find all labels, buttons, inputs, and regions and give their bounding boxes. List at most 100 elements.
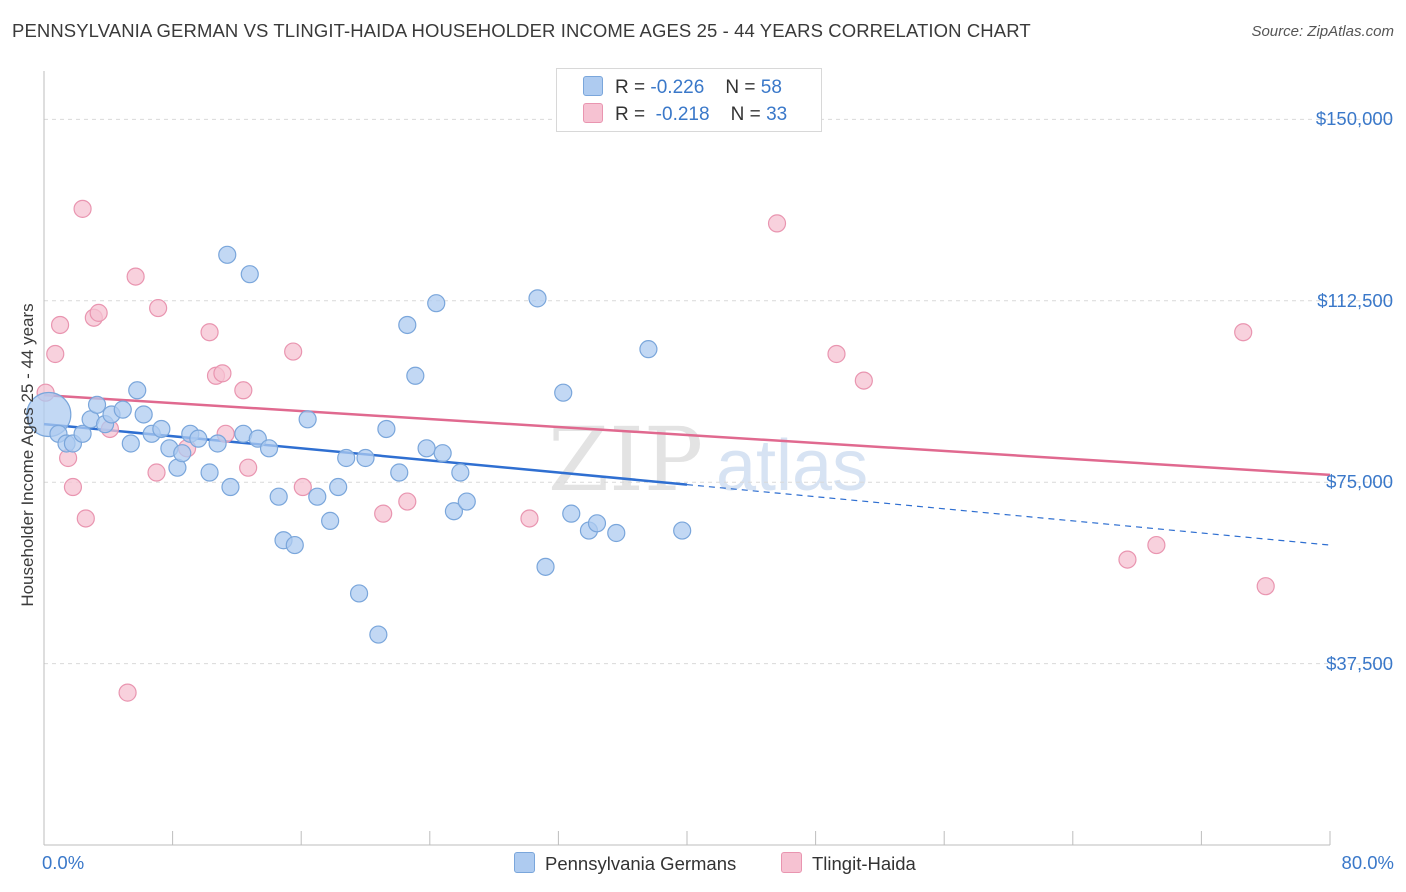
pink-point — [46, 344, 65, 364]
blue-point — [377, 419, 396, 439]
legend-r-value-pink: -0.218 — [655, 104, 710, 125]
bottom-legend-label-blue: Pennsylvania Germans — [545, 853, 737, 874]
zipatlas-watermark: ZIP atlas — [548, 408, 868, 511]
blue-point — [269, 487, 288, 506]
blue-point — [369, 625, 388, 644]
x-tick-right: 80.0% — [1341, 852, 1394, 873]
blue-point — [240, 265, 259, 284]
y-tick-label: $112,500 — [1317, 289, 1393, 311]
blue-point — [321, 511, 340, 530]
blue-point — [457, 492, 476, 511]
data-points — [26, 199, 1275, 702]
chart-title: PENNSYLVANIA GERMAN VS TLINGIT-HAIDA HOU… — [12, 20, 1031, 41]
blue-point — [398, 315, 417, 335]
bottom-legend-swatch-blue — [514, 852, 535, 873]
blue-point — [562, 504, 581, 523]
blue-point — [329, 477, 348, 497]
blue-point — [121, 434, 140, 453]
blue-point — [639, 340, 658, 359]
pink-point — [200, 323, 219, 342]
blue-point — [587, 514, 607, 533]
pink-point — [76, 509, 95, 528]
blue-point — [433, 444, 452, 463]
blue-point — [221, 477, 240, 497]
pink-point — [63, 477, 83, 497]
legend-n-value-pink: 33 — [766, 104, 788, 125]
blue-point — [285, 535, 304, 555]
blue-point — [208, 434, 227, 453]
trendline-blue-projection — [686, 484, 1331, 546]
pink-point — [73, 199, 92, 218]
pink-point — [50, 315, 70, 335]
pink-point — [767, 214, 787, 233]
blue-point — [87, 395, 107, 414]
blue-point — [406, 366, 425, 385]
pink-point — [149, 298, 168, 318]
pink-point — [89, 303, 108, 322]
blue-point — [444, 502, 464, 521]
watermark-zip: ZIP — [548, 408, 703, 511]
blue-point — [451, 463, 470, 482]
y-tick-label: $150,000 — [1315, 108, 1393, 130]
pink-point — [827, 344, 846, 364]
y-tick-label: $75,000 — [1326, 471, 1393, 493]
pink-point — [284, 342, 303, 361]
blue-point — [356, 448, 375, 468]
blue-point — [113, 400, 132, 419]
legend-r-label-blue: R = — [615, 77, 646, 98]
blue-point — [349, 584, 369, 603]
legend-n-value-blue: 58 — [760, 77, 782, 98]
pink-point — [1256, 577, 1275, 596]
bottom-legend-swatch-pink — [781, 852, 802, 873]
axes — [43, 71, 1331, 846]
bottom-legend-pink: Tlingit-Haida — [781, 852, 916, 875]
pink-point — [1147, 535, 1166, 555]
legend-r-label-pink: R = — [615, 104, 646, 125]
bottom-legend-label-pink: Tlingit-Haida — [812, 853, 916, 874]
blue-point — [73, 424, 92, 443]
blue-point — [673, 521, 692, 540]
pink-point — [1234, 323, 1253, 342]
blue-point — [607, 523, 626, 543]
legend-swatch-pink — [583, 103, 603, 123]
y-tick-label: $37,500 — [1326, 652, 1393, 674]
blue-point — [259, 439, 279, 458]
legend-row-pink: R = -0.218 N = 33 — [583, 103, 787, 126]
blue-point — [417, 439, 436, 458]
pink-point — [293, 477, 312, 497]
blue-point — [390, 463, 409, 482]
pink-point — [1118, 550, 1137, 569]
pink-point — [147, 463, 166, 482]
pink-point — [398, 492, 417, 511]
blue-point — [308, 487, 327, 506]
blue-point — [134, 405, 153, 424]
blue-point — [200, 463, 219, 482]
correlation-legend: R = -0.226 N = 58 R = -0.218 N = 33 — [556, 68, 822, 132]
blue-point — [128, 381, 147, 400]
blue-point — [298, 410, 317, 429]
y-axis-label: Householder Income Ages 25 - 44 years — [18, 303, 37, 607]
pink-point — [854, 371, 873, 390]
pink-point — [520, 509, 539, 528]
blue-point — [554, 383, 573, 402]
legend-row-blue: R = -0.226 N = 58 — [583, 76, 782, 99]
pink-point — [239, 458, 258, 477]
pink-point — [374, 504, 393, 523]
pink-point — [234, 381, 253, 400]
pink-point — [126, 267, 145, 286]
pink-point — [213, 364, 232, 383]
blue-point — [536, 557, 555, 576]
blue-point — [427, 294, 446, 313]
blue-point — [337, 448, 356, 468]
chart-source: Source: ZipAtlas.com — [1251, 23, 1394, 40]
blue-point — [218, 245, 237, 264]
x-tick-left: 0.0% — [42, 852, 85, 873]
legend-r-value-blue: -0.226 — [650, 77, 705, 98]
legend-n-label-pink: N = — [730, 104, 761, 125]
blue-point — [189, 429, 208, 448]
pink-point — [118, 683, 137, 702]
legend-swatch-blue — [583, 76, 603, 96]
blue-point — [528, 289, 547, 308]
blue-point — [152, 419, 171, 439]
